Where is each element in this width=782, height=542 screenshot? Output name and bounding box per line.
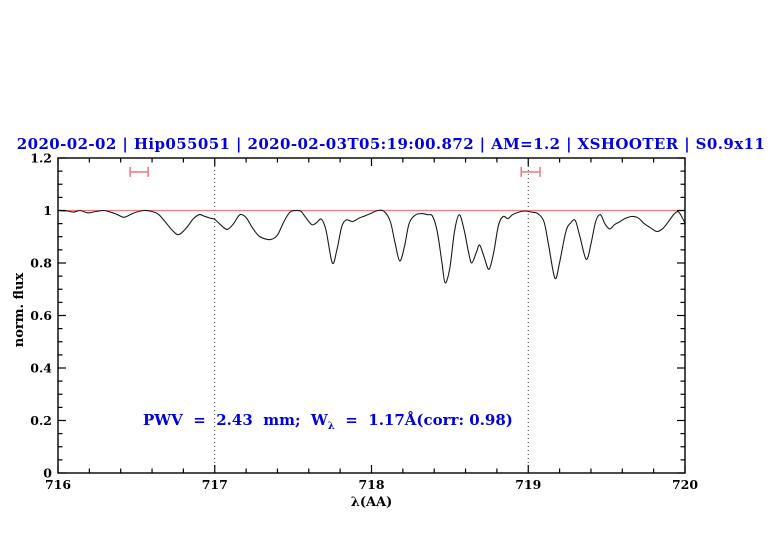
x-tick-label: 716 (45, 477, 71, 492)
x-tick-label: 718 (358, 477, 384, 492)
y-tick-label: 1 (43, 203, 52, 218)
y-tick-label: 0.4 (30, 361, 52, 376)
pwv-annotation-suffix: = 1.17Å(corr: 0.98) (334, 411, 513, 429)
y-tick-label: 0.6 (30, 308, 52, 323)
y-tick-label: 0.8 (30, 256, 52, 271)
x-tick-label: 720 (672, 477, 698, 492)
y-tick-label: 0.2 (30, 413, 52, 428)
x-tick-label: 719 (515, 477, 541, 492)
y-tick-label: 1.2 (30, 151, 52, 166)
pwv-annotation: PWV = 2.43 mm; Wλ = 1.17Å(corr: 0.98) (143, 411, 513, 432)
pwv-annotation-sub: λ (327, 421, 335, 432)
spectrum-line (57, 209, 686, 284)
x-axis-label: λ(AA) (350, 495, 393, 510)
y-tick-label: 0 (43, 466, 52, 481)
plot-title: 2020-02-02 | Hip055051 | 2020-02-03T05:1… (16, 135, 766, 153)
x-tick-label: 717 (202, 477, 228, 492)
pwv-annotation-prefix: PWV = 2.43 mm; W (143, 411, 328, 429)
